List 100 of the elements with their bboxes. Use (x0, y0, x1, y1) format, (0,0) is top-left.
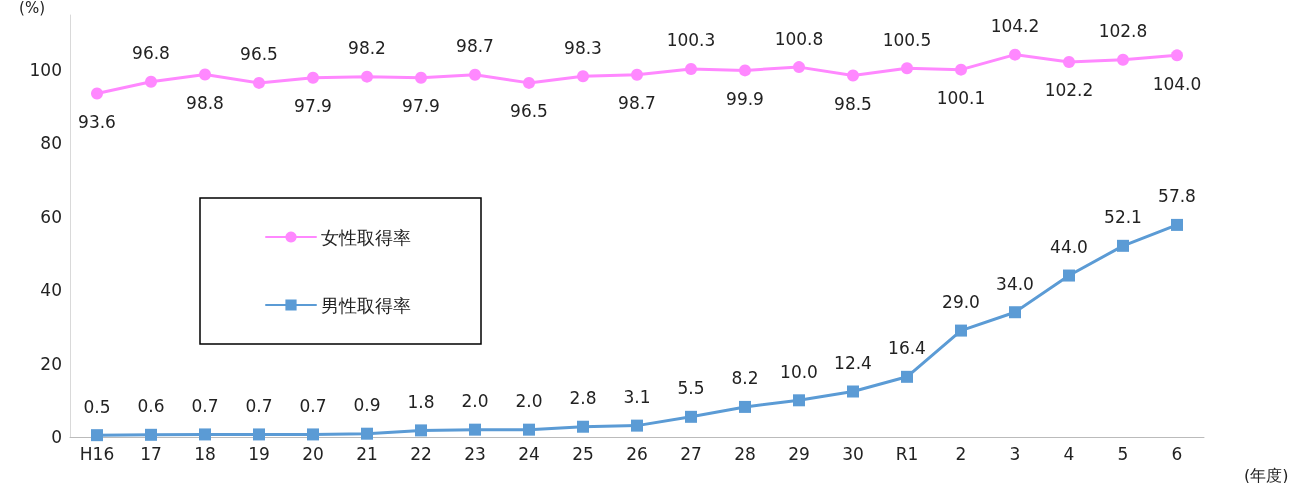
data-label: 2.8 (569, 388, 597, 409)
point (955, 324, 967, 337)
data-label: 3.1 (623, 387, 651, 408)
data-label: 16.4 (888, 338, 926, 359)
data-label: 10.0 (780, 361, 818, 382)
data-label: 34.0 (996, 273, 1034, 294)
x-tick-label: 5 (1117, 443, 1129, 464)
data-label: 2.0 (461, 391, 489, 412)
point (1117, 239, 1129, 252)
data-label: 52.1 (1104, 207, 1142, 228)
point (847, 69, 859, 82)
x-tick-label: R1 (895, 443, 919, 464)
point (577, 420, 589, 433)
x-tick-label: 6 (1171, 443, 1183, 464)
data-label: 98.8 (186, 92, 224, 113)
data-label: 98.2 (348, 38, 386, 59)
data-label: 104.0 (1152, 73, 1202, 94)
point (577, 70, 589, 83)
data-label: 100.8 (774, 28, 824, 49)
x-axis-title: (年度) (1244, 465, 1289, 483)
point (523, 76, 535, 89)
x-tick-label: 17 (140, 443, 162, 464)
data-label: 0.9 (353, 395, 381, 416)
point (793, 394, 805, 407)
point (415, 424, 427, 437)
data-label: 100.3 (666, 30, 716, 51)
data-label: 96.5 (510, 101, 548, 122)
data-label: 93.6 (78, 112, 116, 133)
data-label: 98.5 (834, 94, 872, 115)
point (307, 428, 319, 441)
data-label: 2.0 (515, 391, 543, 412)
data-label: 98.7 (618, 93, 656, 114)
data-label: 0.5 (83, 396, 111, 417)
point (361, 70, 373, 83)
x-tick-label: 18 (194, 443, 216, 464)
data-label: 29.0 (942, 292, 980, 313)
y-tick-label: 100 (29, 60, 62, 81)
y-tick-label: 60 (40, 206, 62, 227)
point (739, 400, 751, 413)
x-tick-label: 27 (680, 443, 702, 464)
point (1009, 48, 1021, 61)
x-tick-label: 30 (842, 443, 864, 464)
data-label: 100.1 (936, 88, 986, 109)
data-label: 97.9 (402, 96, 440, 117)
point (901, 370, 913, 383)
point (361, 427, 373, 440)
legend-label: 女性取得率 (321, 226, 411, 248)
point (415, 71, 427, 84)
data-label: 102.2 (1044, 80, 1094, 101)
point (523, 423, 535, 436)
point (253, 76, 265, 89)
point (1009, 306, 1021, 319)
data-label: 96.8 (132, 43, 170, 64)
x-tick-label: 28 (734, 443, 756, 464)
x-tick-label: 2 (955, 443, 967, 464)
data-label: 1.8 (407, 391, 435, 412)
point (1171, 49, 1183, 62)
point (145, 428, 157, 441)
data-label: 12.4 (834, 353, 872, 373)
point (199, 428, 211, 441)
point (847, 385, 859, 398)
point (469, 423, 481, 436)
y-axis-title: (%) (19, 0, 45, 17)
point (685, 62, 697, 75)
y-tick-label: 0 (51, 427, 62, 447)
data-label: 44.0 (1050, 237, 1088, 258)
x-tick-label: 21 (356, 443, 378, 464)
x-tick-label: 29 (788, 443, 810, 464)
y-tick-label: 40 (40, 280, 62, 301)
data-label: 57.8 (1158, 186, 1196, 207)
data-label: 96.5 (240, 44, 278, 65)
data-label: 98.3 (564, 37, 602, 58)
point (901, 62, 913, 75)
y-tick-label: 20 (40, 353, 62, 374)
data-label: 102.8 (1098, 21, 1148, 42)
point (739, 64, 751, 77)
x-tick-label: 20 (302, 443, 324, 464)
point (1117, 53, 1129, 66)
x-tick-label: 19 (248, 443, 270, 464)
point (1063, 269, 1075, 282)
data-label: 104.2 (990, 16, 1040, 37)
point (91, 87, 103, 100)
point (469, 68, 481, 81)
data-label: 97.9 (294, 96, 332, 117)
point (631, 68, 643, 81)
point (307, 71, 319, 84)
point (253, 428, 265, 441)
data-label: 100.5 (882, 29, 932, 50)
data-label: 0.7 (245, 395, 273, 416)
y-tick-label: 80 (40, 133, 62, 154)
point (685, 410, 697, 423)
point (199, 68, 211, 81)
data-label: 5.5 (677, 378, 705, 399)
point (793, 61, 805, 74)
x-tick-label: H16 (79, 443, 115, 464)
data-label: 0.7 (191, 395, 219, 416)
x-tick-label: 25 (572, 443, 594, 464)
point (91, 429, 103, 442)
data-label: 8.2 (731, 368, 759, 389)
data-label: 99.9 (726, 88, 764, 109)
